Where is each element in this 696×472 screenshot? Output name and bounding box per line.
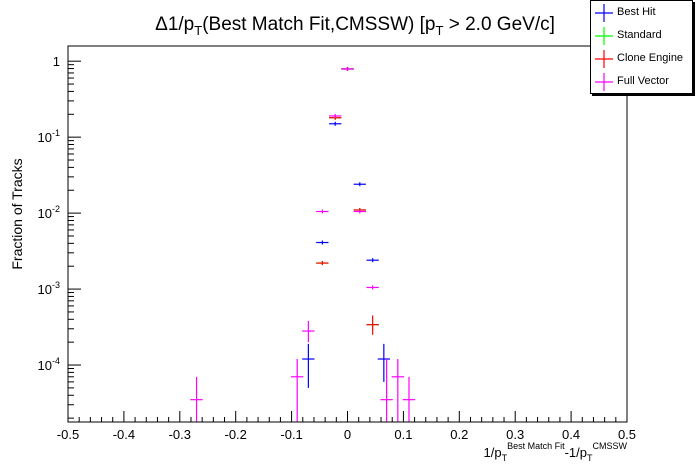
data-point (316, 261, 329, 266)
axes-frame (67, 45, 628, 423)
y-tick-label: 1 (53, 54, 60, 69)
x-tick-label: 0 (344, 427, 351, 442)
y-axis-label: Fraction of Tracks (9, 158, 25, 269)
legend-item: Best Hit (591, 2, 692, 24)
y-tick-label: 10-2 (38, 204, 60, 221)
y-tick-label: 10-3 (38, 280, 60, 297)
x-tick-label: 0.3 (506, 427, 524, 442)
data-markers (190, 66, 416, 422)
legend-label: Clone Engine (617, 52, 684, 64)
data-point (366, 315, 379, 335)
y-tick-label: 10-4 (38, 356, 60, 373)
legend-item: Standard (591, 25, 692, 47)
chart-title: Δ1/pT(Best Match Fit,CMSSW) [pT > 2.0 Ge… (155, 14, 555, 38)
legend-marker-icon (595, 27, 613, 45)
x-tick-label: -0.5 (57, 427, 79, 442)
x-tick-label: -0.4 (113, 427, 135, 442)
series-clone-engine (316, 66, 379, 335)
data-point (380, 359, 393, 422)
plot-frame (67, 45, 628, 423)
axis-ticks (67, 60, 628, 422)
data-point (366, 285, 379, 290)
data-point (402, 376, 416, 422)
x-axis-label: 1/pTBest Match Fit-1/pTCMSSW (484, 441, 628, 463)
legend-label: Full Vector (617, 75, 669, 87)
data-point (302, 320, 315, 343)
series-best-hit (302, 66, 390, 388)
series-full-vector (190, 66, 416, 422)
legend-marker-icon (595, 50, 613, 68)
chart-title-text: Δ1/pT(Best Match Fit,CMSSW) [pT > 2.0 Ge… (155, 14, 555, 38)
x-tick-label: 0.4 (562, 427, 580, 442)
data-point (353, 209, 366, 214)
tick-labels: -0.5 -0.4 -0.3 -0.2 -0.1 0 0.1 0.2 0.3 0.4 0.5 10-4… (38, 54, 637, 442)
legend-item: Full Vector (591, 71, 692, 93)
legend-item: Clone Engine (591, 48, 692, 70)
legend-marker-icon (595, 4, 613, 22)
data-point (341, 66, 354, 71)
data-point (316, 240, 329, 245)
axis-titles: Fraction of Tracks 1/pTBest Match Fit-1/p… (9, 158, 628, 463)
data-point (377, 343, 390, 382)
x-tick-label: -0.1 (280, 427, 302, 442)
data-point (353, 182, 366, 187)
data-point (329, 113, 342, 118)
data-point (291, 359, 304, 422)
y-tick-label: 10-1 (38, 128, 60, 145)
data-point (316, 209, 329, 214)
data-point (190, 376, 203, 422)
x-tick-label: -0.3 (169, 427, 191, 442)
x-tick-label: 0.5 (618, 427, 636, 442)
data-point (302, 343, 315, 388)
x-tick-label: 0.1 (394, 427, 412, 442)
data-point (366, 258, 379, 263)
x-tick-label: 0.2 (450, 427, 468, 442)
x-tick-label: -0.2 (224, 427, 246, 442)
legend-label: Best Hit (617, 6, 656, 18)
data-point (391, 359, 404, 422)
data-point (329, 121, 342, 126)
legend-label: Standard (617, 29, 662, 41)
legend-marker-icon (595, 73, 613, 91)
legend: Best Hit Standard Clone Engine Full Vector (590, 0, 693, 94)
